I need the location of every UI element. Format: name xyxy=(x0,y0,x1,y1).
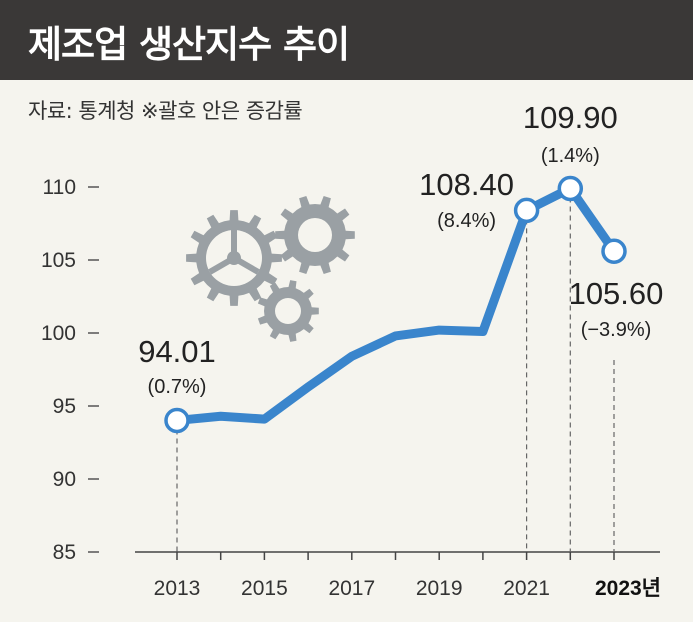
x-tick-label: 2017 xyxy=(328,577,375,600)
data-label-change: (8.4%) xyxy=(437,210,496,232)
data-label-value: 109.90 xyxy=(523,100,618,135)
data-label-change: (0.7%) xyxy=(148,376,207,398)
x-axis: 2013 2015 2017 2019 2021 2023년 xyxy=(135,551,661,600)
data-label-value: 105.60 xyxy=(569,276,664,311)
y-tick-label: 95 xyxy=(53,395,76,418)
title-bar: 제조업 생산지수 추이 xyxy=(0,0,693,80)
data-point-marker xyxy=(557,175,584,202)
gear-large-spoke xyxy=(208,255,236,275)
data-label-value: 108.40 xyxy=(419,167,514,202)
x-tick-label: 2023년 xyxy=(595,577,661,600)
source-note: 자료: 통계청 ※괄호 안은 증감률 xyxy=(28,99,303,123)
gear-large-spoke xyxy=(232,255,260,275)
data-label-change: (−3.9%) xyxy=(581,319,652,341)
data-label-change: (1.4%) xyxy=(541,145,600,167)
data-point-marker xyxy=(164,407,190,434)
y-tick-label: 110 xyxy=(43,176,76,199)
x-tick-label: 2021 xyxy=(503,577,550,600)
x-tick-label: 2015 xyxy=(241,577,288,600)
y-tick-label: 100 xyxy=(41,322,76,345)
data-labels: 94.01 (0.7%) 108.40 (8.4%) 109.90 (1.4%) 105.6… xyxy=(138,100,663,398)
y-tick-label: 85 xyxy=(53,541,76,564)
data-point-marker xyxy=(513,197,540,224)
chart-title: 제조업 생산지수 추이 xyxy=(28,23,350,66)
y-tick-label: 90 xyxy=(53,468,76,491)
x-tick-label: 2019 xyxy=(416,577,463,600)
y-tick-label: 105 xyxy=(41,249,76,272)
series-polyline xyxy=(172,183,619,425)
series-line xyxy=(172,183,619,425)
data-label-value: 94.01 xyxy=(138,334,216,369)
y-axis: 85 90 95 100 105 110 xyxy=(41,176,99,564)
gear-small-hole xyxy=(275,298,301,324)
gear-medium-hole xyxy=(298,218,332,252)
data-points xyxy=(164,175,627,434)
gears-icon xyxy=(186,196,355,342)
data-point-marker xyxy=(601,238,627,264)
x-tick-label: 2013 xyxy=(154,577,201,600)
annotation-guides xyxy=(176,188,615,552)
